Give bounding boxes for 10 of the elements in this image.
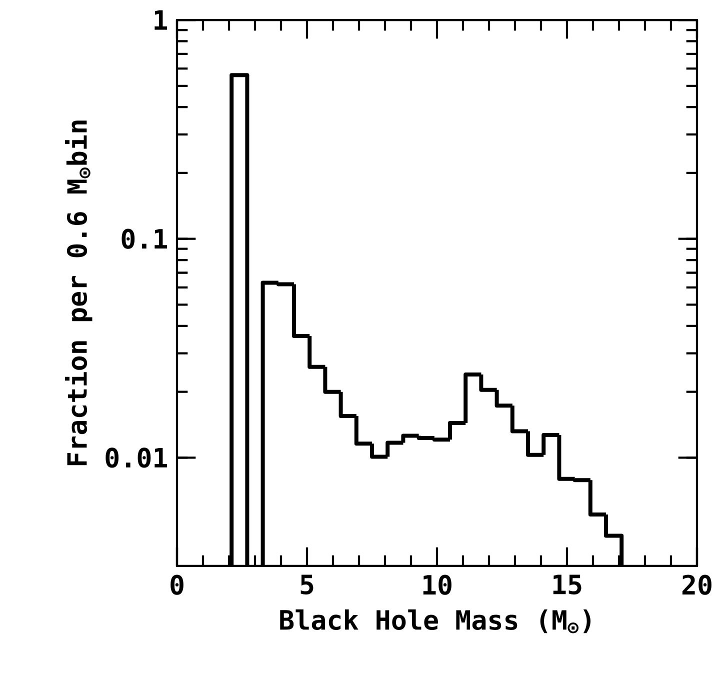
x-tick-label: 20: [682, 574, 712, 595]
y-axis-title: Fraction per 0.6 M$_{⊙}$bin: [65, 120, 92, 466]
x-tick-label: 15: [553, 574, 582, 595]
x-axis-title: Black Hole Mass (M$_{⊙}$): [280, 609, 590, 634]
x-tick-label: 10: [423, 574, 452, 595]
x-tick-label: 0: [170, 574, 184, 595]
y-tick-label: 0.1: [122, 228, 168, 249]
y-tick-label: 1: [154, 10, 168, 30]
y-tick-label: 0.01: [106, 448, 168, 468]
x-tick-label: 5: [300, 574, 314, 595]
